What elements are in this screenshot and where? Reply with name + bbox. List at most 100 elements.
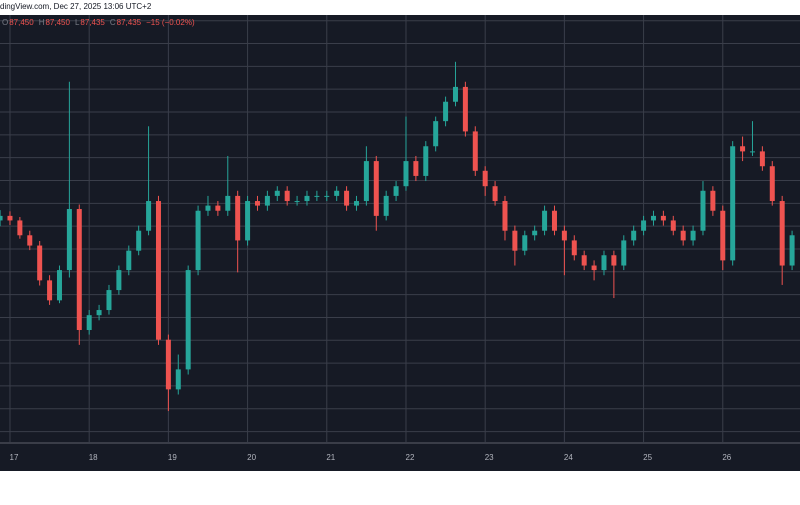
candle-body [710,190,716,211]
candle-body [542,210,548,231]
candle-body [581,255,587,266]
candle-body [215,205,221,211]
candle-body [106,290,112,311]
candle-body [759,151,765,167]
candle-body [324,195,330,197]
candle-body [730,146,736,261]
legend-value: 87,435 [80,18,105,27]
candle-body [621,240,627,266]
candle-body [165,339,171,390]
candle-body [413,161,419,176]
candle-body [383,195,389,216]
candle-body [86,315,92,331]
candle-body [591,265,597,271]
candle-body [66,209,72,271]
candle-body [7,215,13,221]
x-axis: 17 18 19 20 21 22 23 24 25 26 [10,453,732,462]
candle-body [294,201,300,203]
candle-body [403,161,409,187]
candle-body [680,230,686,241]
candle-body [235,195,241,241]
candle-body [126,250,132,271]
candles [0,61,795,412]
candle-body [274,190,280,196]
candle-body [462,86,468,132]
candle-body [136,230,142,251]
candle-body [551,210,557,231]
candle-body [740,146,746,152]
candle-body [631,230,637,241]
candle-body [789,235,795,266]
candle-body [225,195,231,211]
candle-body [284,190,290,202]
candle-body [353,201,359,206]
legend-label: L [75,18,80,27]
candle-body [611,255,617,266]
legend-change: −15 (−0.02%) [146,18,195,27]
header-bar [0,0,800,15]
x-tick-label: 24 [564,453,573,462]
candle-body [443,101,449,122]
x-tick-label: 26 [722,453,731,462]
candle-body [363,161,369,202]
candle-body [522,235,528,251]
candle-body [650,215,656,221]
candle-body [749,151,755,153]
x-tick-label: 22 [406,453,415,462]
legend-label: H [39,18,45,27]
x-tick-label: 25 [643,453,652,462]
candle-body [670,220,676,231]
candle-body [185,270,191,370]
candle-body [56,270,62,301]
legend-value: 87,450 [45,18,70,27]
candle-body [779,201,785,266]
candle-body [601,255,607,271]
candle-body [47,280,53,301]
candle-body [0,215,3,221]
candle-body [512,230,518,251]
candle-body [571,240,577,256]
candle-body [532,230,538,236]
x-tick-label: 19 [168,453,177,462]
candle-body [373,161,379,216]
candle-body [96,310,102,316]
candle-body [720,210,726,261]
candle-body [155,201,161,340]
legend-label: O [2,18,8,27]
candle-body [304,195,310,202]
x-tick-label: 21 [326,453,335,462]
candle-body [27,235,33,246]
x-tick-label: 17 [10,453,19,462]
candle-body [205,205,211,211]
candle-body [314,195,320,197]
candle-body [492,186,498,202]
x-tick-label: 20 [247,453,256,462]
candle-body [175,369,181,390]
candle-body [700,190,706,231]
candle-body [76,209,82,331]
candle-body [116,270,122,291]
legend-value: 87,450 [9,18,34,27]
candle-body [264,195,270,206]
candle-body [433,121,439,147]
candle-body [393,186,399,196]
candle-body [561,230,567,241]
candle-body [641,220,647,231]
candle-body [423,146,429,176]
candle-body [660,215,666,221]
candle-body [452,86,458,102]
plot-background [0,15,800,471]
candle-body [690,230,696,241]
candle-body [195,210,201,271]
candle-body [472,131,478,171]
x-tick-label: 23 [485,453,494,462]
legend: O 87,450 H 87,450 L 87,435 C 87,435 −15 (−0.02%) [2,18,195,27]
candle-body [146,201,152,231]
x-tick-label: 18 [89,453,98,462]
candle-body [334,190,340,196]
candle-body [245,201,251,241]
candle-body [254,201,260,206]
candle-body [17,220,23,236]
